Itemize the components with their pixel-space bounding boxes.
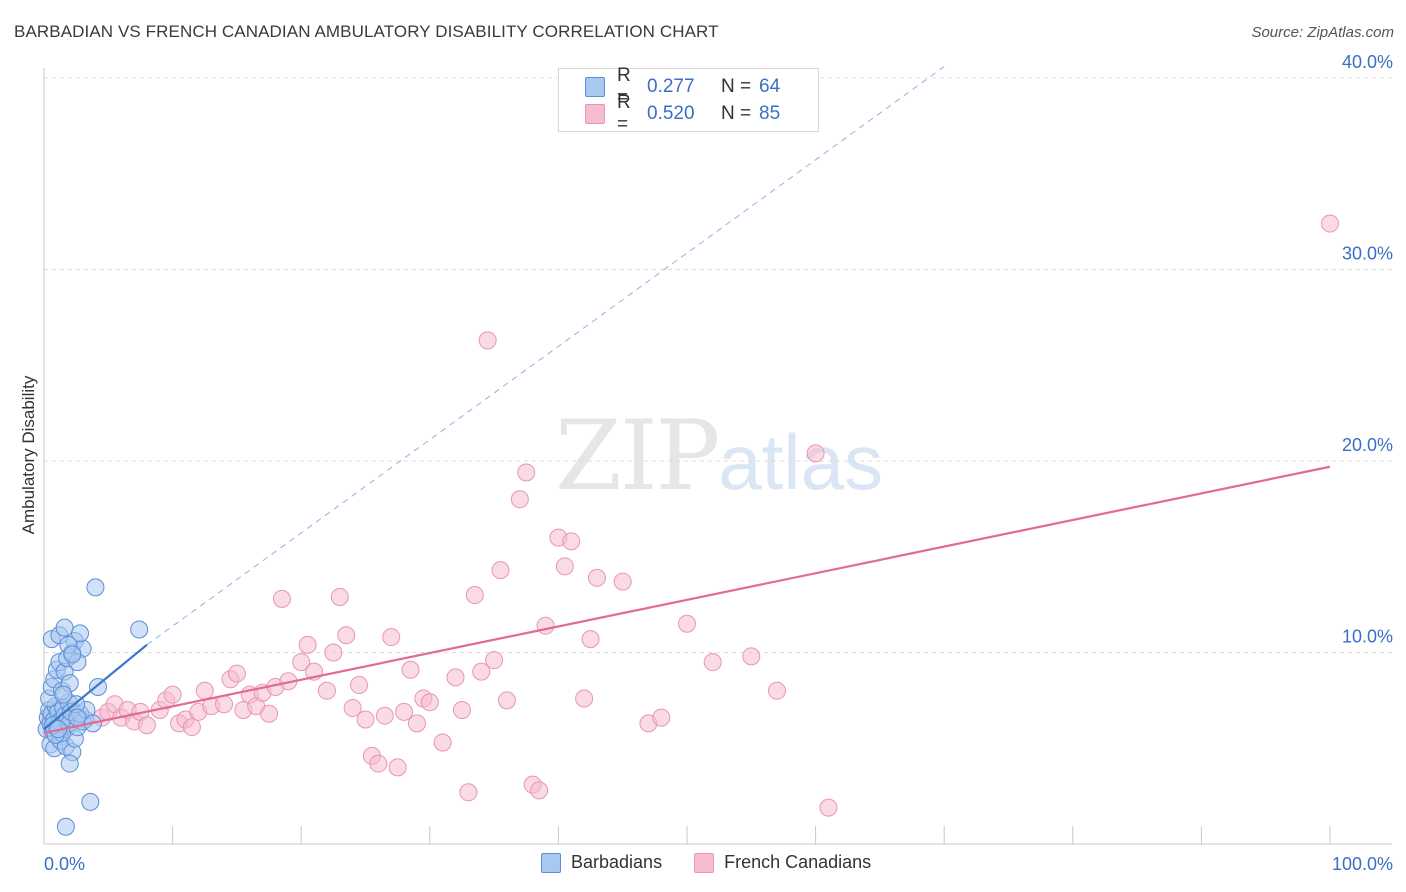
source-label: Source: ZipAtlas.com bbox=[1251, 24, 1394, 41]
french-canadians-point bbox=[272, 589, 291, 608]
french-canadians-point bbox=[227, 664, 246, 683]
legend-row-french-canadians: R = 0.520 N = 85 bbox=[585, 92, 781, 135]
french-canadians-point bbox=[472, 662, 491, 681]
french-canadians-point bbox=[742, 647, 761, 666]
barbadians-point bbox=[81, 792, 100, 811]
french-canadians-point bbox=[768, 681, 787, 700]
french-canadians-point bbox=[1321, 214, 1339, 233]
french-canadians-point bbox=[163, 685, 182, 704]
french-canadians-point bbox=[182, 718, 201, 737]
barbadians-point bbox=[130, 620, 149, 639]
y-axis-label: Ambulatory Disability bbox=[19, 375, 38, 534]
legend-swatch-barbadians bbox=[585, 77, 605, 97]
french-canadians-point bbox=[536, 616, 555, 635]
french-canadians-point bbox=[446, 668, 465, 687]
watermark-zip: ZIP bbox=[555, 400, 720, 512]
legend-n-label: N = bbox=[721, 76, 752, 97]
barbadians-point bbox=[71, 624, 90, 643]
french-canadians-point bbox=[350, 676, 369, 695]
legend-label-french-canadians: French Canadians bbox=[724, 852, 872, 872]
barbadians-trend-line bbox=[43, 643, 148, 730]
series-legend: Barbadians French Canadians bbox=[541, 852, 903, 873]
french-canadians-point bbox=[452, 700, 471, 719]
legend-swatch-barbadians bbox=[541, 852, 561, 873]
french-canadians-point bbox=[382, 628, 401, 647]
french-canadians-point bbox=[587, 568, 606, 587]
french-canadians-point bbox=[678, 614, 696, 633]
french-canadians-point bbox=[491, 561, 510, 580]
french-canadians-point bbox=[292, 653, 311, 672]
french-canadians-point bbox=[195, 681, 214, 700]
legend-r-label: R = bbox=[617, 92, 631, 135]
legend-r-label: R = bbox=[617, 65, 631, 108]
french-canadians-point bbox=[465, 586, 484, 605]
french-canadians-trend-line bbox=[43, 465, 1331, 735]
french-canadians-point bbox=[613, 572, 632, 591]
x-tick-label-max: 100.0% bbox=[1332, 854, 1393, 874]
french-canadians-point bbox=[401, 660, 420, 679]
french-canadians-point bbox=[260, 704, 279, 723]
french-canadians-point bbox=[562, 532, 581, 551]
barbadians-point bbox=[54, 685, 73, 704]
french-canadians-point bbox=[510, 490, 529, 509]
barbadians-trend-extension bbox=[146, 66, 945, 646]
stats-legend: R = 0.277 N = 64 R = 0.520 N = 85 bbox=[558, 65, 819, 135]
french-canadians-point bbox=[388, 758, 407, 777]
french-canadians-point bbox=[478, 331, 497, 350]
legend-r-value: 0.277 bbox=[647, 76, 695, 97]
french-canadians-point bbox=[652, 708, 671, 727]
french-canadians-point bbox=[375, 706, 394, 725]
legend-n-value: 85 bbox=[759, 103, 781, 124]
legend-swatch-french-canadians bbox=[585, 104, 605, 124]
legend-swatch-french-canadians bbox=[694, 852, 715, 873]
x-tick-label-min: 0.0% bbox=[44, 854, 85, 874]
french-canadians-point bbox=[703, 653, 722, 672]
french-canadians-point bbox=[343, 699, 362, 718]
french-canadians-point bbox=[369, 754, 388, 773]
legend-n-label: N = bbox=[721, 103, 752, 124]
barbadians-point bbox=[68, 708, 87, 727]
french-canadians-point bbox=[317, 681, 336, 700]
barbadians-point bbox=[60, 754, 79, 773]
watermark: ZIPatlas bbox=[555, 400, 883, 512]
barbadians-point bbox=[63, 645, 82, 664]
french-canadians-point bbox=[497, 691, 516, 710]
french-canadians-point bbox=[337, 626, 356, 645]
french-canadians-point bbox=[485, 651, 504, 670]
barbadians-point bbox=[56, 817, 75, 836]
french-canadians-point bbox=[420, 693, 439, 712]
french-canadians-point bbox=[806, 444, 825, 463]
french-canadians-point bbox=[555, 557, 574, 576]
legend-item-french-canadians[interactable]: French Canadians bbox=[694, 852, 871, 873]
legend-row-barbadians: R = 0.277 N = 64 bbox=[585, 65, 781, 108]
legend-r-value: 0.520 bbox=[647, 103, 695, 124]
french-canadians-point bbox=[819, 798, 838, 817]
watermark-atlas: atlas bbox=[718, 418, 883, 506]
french-canadians-point bbox=[581, 630, 600, 649]
french-canadians-point bbox=[433, 733, 452, 752]
french-canadians-point bbox=[324, 643, 343, 662]
french-canadians-point bbox=[137, 716, 156, 735]
chart-title: BARBADIAN VS FRENCH CANADIAN AMBULATORY … bbox=[14, 22, 719, 41]
french-canadians-point bbox=[395, 702, 414, 721]
french-canadians-point bbox=[330, 587, 349, 606]
barbadians-point bbox=[86, 578, 105, 597]
french-canadians-point bbox=[530, 781, 549, 800]
y-tick-label: 40.0% bbox=[1342, 52, 1393, 72]
french-canadians-point bbox=[517, 463, 536, 482]
legend-label-barbadians: Barbadians bbox=[571, 852, 663, 872]
y-tick-label: 30.0% bbox=[1342, 244, 1393, 264]
french-canadians-point bbox=[575, 689, 594, 708]
y-tick-label: 10.0% bbox=[1342, 627, 1393, 647]
french-canadians-point bbox=[407, 714, 426, 733]
legend-n-value: 64 bbox=[759, 76, 781, 97]
legend-item-barbadians[interactable]: Barbadians bbox=[541, 852, 662, 873]
french-canadians-point bbox=[215, 695, 234, 714]
y-tick-label: 20.0% bbox=[1342, 435, 1393, 455]
barbadians-point bbox=[55, 618, 74, 637]
french-canadians-point bbox=[356, 710, 375, 729]
french-canadians-point bbox=[459, 783, 478, 802]
french-canadians-point bbox=[298, 635, 317, 654]
